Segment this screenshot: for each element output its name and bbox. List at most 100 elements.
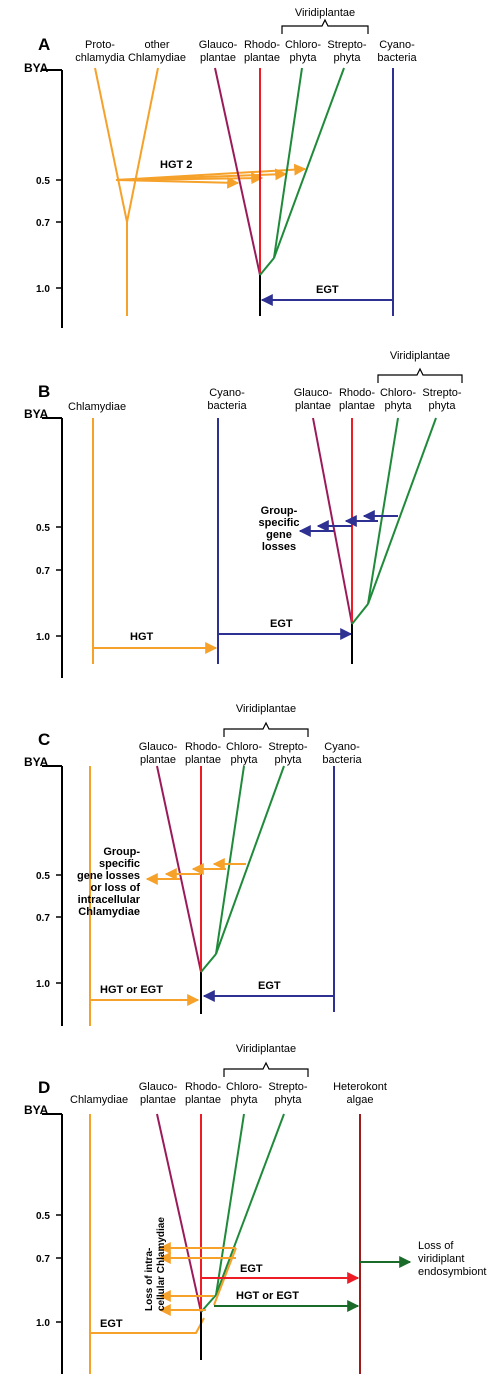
panel-c: C BYA Glauco- plantae Rhodo- plantae Chl… (24, 703, 362, 1026)
label-chlorophyta-2: phyta (231, 1094, 259, 1106)
panel-a: A BYA Proto- chlamydia other Chlamydiae … (24, 7, 417, 328)
label-streptophyta-1: Strepto- (268, 1081, 307, 1093)
label-loss-vertical-1: Loss of intra- (144, 1248, 155, 1311)
label-chlamydiae: Chlamydiae (70, 1094, 128, 1106)
label-losses-2: specific (259, 517, 300, 529)
label-glaucoplantae-1: Glauco- (139, 741, 178, 753)
gene-loss-arrows (298, 510, 398, 537)
branch-viridiplantae (200, 765, 285, 973)
chlamydiae-loss-arrows (158, 1242, 237, 1316)
viridiplantae-brace (377, 367, 463, 383)
label-egt: EGT (270, 618, 293, 630)
label-loss-viridiplant-1: Loss of (418, 1240, 454, 1252)
label-protochlamydia-2: chlamydia (75, 52, 125, 64)
label-losses-2: specific (99, 858, 140, 870)
label-streptophyta-1: Strepto- (268, 741, 307, 753)
label-losses-3: gene losses (77, 870, 140, 882)
tick-label-0-5: 0.5 (36, 871, 50, 882)
label-chlorophyta-1: Chloro- (380, 387, 416, 399)
branch-glaucoplantae (156, 765, 202, 973)
label-hgt-or-egt: HGT or EGT (236, 1290, 299, 1302)
label-glaucoplantae-2: plantae (200, 52, 236, 64)
panel-a-bya-label: BYA (24, 61, 49, 75)
tick-label-1-0: 1.0 (36, 1318, 50, 1329)
label-cyanobacteria-2: bacteria (322, 754, 362, 766)
label-loss-viridiplant-3: endosymbiont (418, 1266, 487, 1278)
label-glaucoplantae-1: Glauco- (294, 387, 333, 399)
label-chlamydiae: Chlamydiae (68, 401, 126, 413)
branch-glaucoplantae (214, 67, 261, 276)
label-rhodoplantae-1: Rhodo- (185, 1081, 221, 1093)
tick-label-1-0: 1.0 (36, 632, 50, 643)
label-hgt2: HGT 2 (160, 159, 192, 171)
label-cyanobacteria-1: Cyano- (209, 387, 245, 399)
hgt2-arrows (115, 163, 307, 189)
label-heterokont-1: Heterokont (333, 1081, 387, 1093)
label-rhodoplantae-2: plantae (185, 754, 221, 766)
label-losses-5: intracellular (78, 894, 141, 906)
branch-glaucoplantae (156, 1113, 202, 1313)
tick-label-0-5: 0.5 (36, 176, 50, 187)
branch-glaucoplantae (312, 417, 353, 625)
label-protochlamydia-1: Proto- (85, 39, 115, 51)
label-glaucoplantae-1: Glauco- (139, 1081, 178, 1093)
label-heterokont-2: algae (347, 1094, 374, 1106)
label-loss-vertical-2: cellular Chlamydiae (156, 1217, 167, 1311)
tick-label-0-7: 0.7 (36, 913, 50, 924)
tick-label-0-7: 0.7 (36, 1254, 50, 1265)
label-losses-4: or loss of (90, 882, 140, 894)
label-losses-1: Group- (261, 505, 298, 517)
label-chlorophyta-1: Chloro- (226, 1081, 262, 1093)
branch-viridiplantae (200, 1113, 285, 1313)
label-losses-1: Group- (103, 846, 140, 858)
label-streptophyta-1: Strepto- (422, 387, 461, 399)
label-rhodoplantae-1: Rhodo- (244, 39, 280, 51)
label-streptophyta-2: phyta (334, 52, 362, 64)
label-other-chlamydiae-2: Chlamydiae (128, 52, 186, 64)
tick-label-0-5: 0.5 (36, 1211, 50, 1222)
label-rhodoplantae-2: plantae (244, 52, 280, 64)
label-other-chlamydiae-1: other (144, 39, 169, 51)
panel-a-letter: A (38, 35, 50, 54)
label-cyanobacteria-2: bacteria (377, 52, 417, 64)
label-streptophyta-2: phyta (275, 1094, 303, 1106)
branch-viridiplantae (259, 67, 345, 276)
label-cyanobacteria-2: bacteria (207, 400, 247, 412)
viridiplantae-brace (223, 1061, 309, 1077)
label-losses-4: losses (262, 541, 296, 553)
gene-loss-arrows (145, 858, 246, 885)
label-rhodoplantae-1: Rhodo- (185, 741, 221, 753)
viridiplantae-brace (223, 721, 309, 737)
panel-d-letter: D (38, 1078, 50, 1097)
label-chlorophyta-1: Chloro- (285, 39, 321, 51)
viridiplantae-brace (281, 18, 369, 34)
label-streptophyta-2: phyta (429, 400, 457, 412)
tick-label-0-7: 0.7 (36, 566, 50, 577)
label-rhodoplantae-2: plantae (185, 1094, 221, 1106)
label-hgt: HGT (130, 631, 154, 643)
tick-label-1-0: 1.0 (36, 284, 50, 295)
panel-d: D BYA Chlamydiae Glauco- plantae Rhodo- … (24, 1043, 487, 1374)
label-egt-red: EGT (240, 1263, 263, 1275)
label-streptophyta-2: phyta (275, 754, 303, 766)
label-egt-orange: EGT (100, 1318, 123, 1330)
panel-c-letter: C (38, 730, 50, 749)
label-glaucoplantae-2: plantae (140, 1094, 176, 1106)
label-hgt-or-egt: HGT or EGT (100, 984, 163, 996)
label-chlorophyta-1: Chloro- (226, 741, 262, 753)
label-chlorophyta-2: phyta (290, 52, 318, 64)
panel-b-letter: B (38, 382, 50, 401)
tick-label-1-0: 1.0 (36, 979, 50, 990)
label-streptophyta-1: Strepto- (327, 39, 366, 51)
label-loss-viridiplant-2: viridiplant (418, 1253, 464, 1265)
tick-label-0-5: 0.5 (36, 523, 50, 534)
label-viridiplantae: Viridiplantae (236, 703, 296, 715)
panel-b: B BYA Chlamydiae Cyano- bacteria Glauco-… (24, 350, 463, 678)
label-glaucoplantae-2: plantae (140, 754, 176, 766)
chlamydiae-branches (94, 67, 159, 316)
label-viridiplantae: Viridiplantae (390, 350, 450, 362)
label-glaucoplantae-2: plantae (295, 400, 331, 412)
label-rhodoplantae-1: Rhodo- (339, 387, 375, 399)
label-losses-3: gene (266, 529, 292, 541)
